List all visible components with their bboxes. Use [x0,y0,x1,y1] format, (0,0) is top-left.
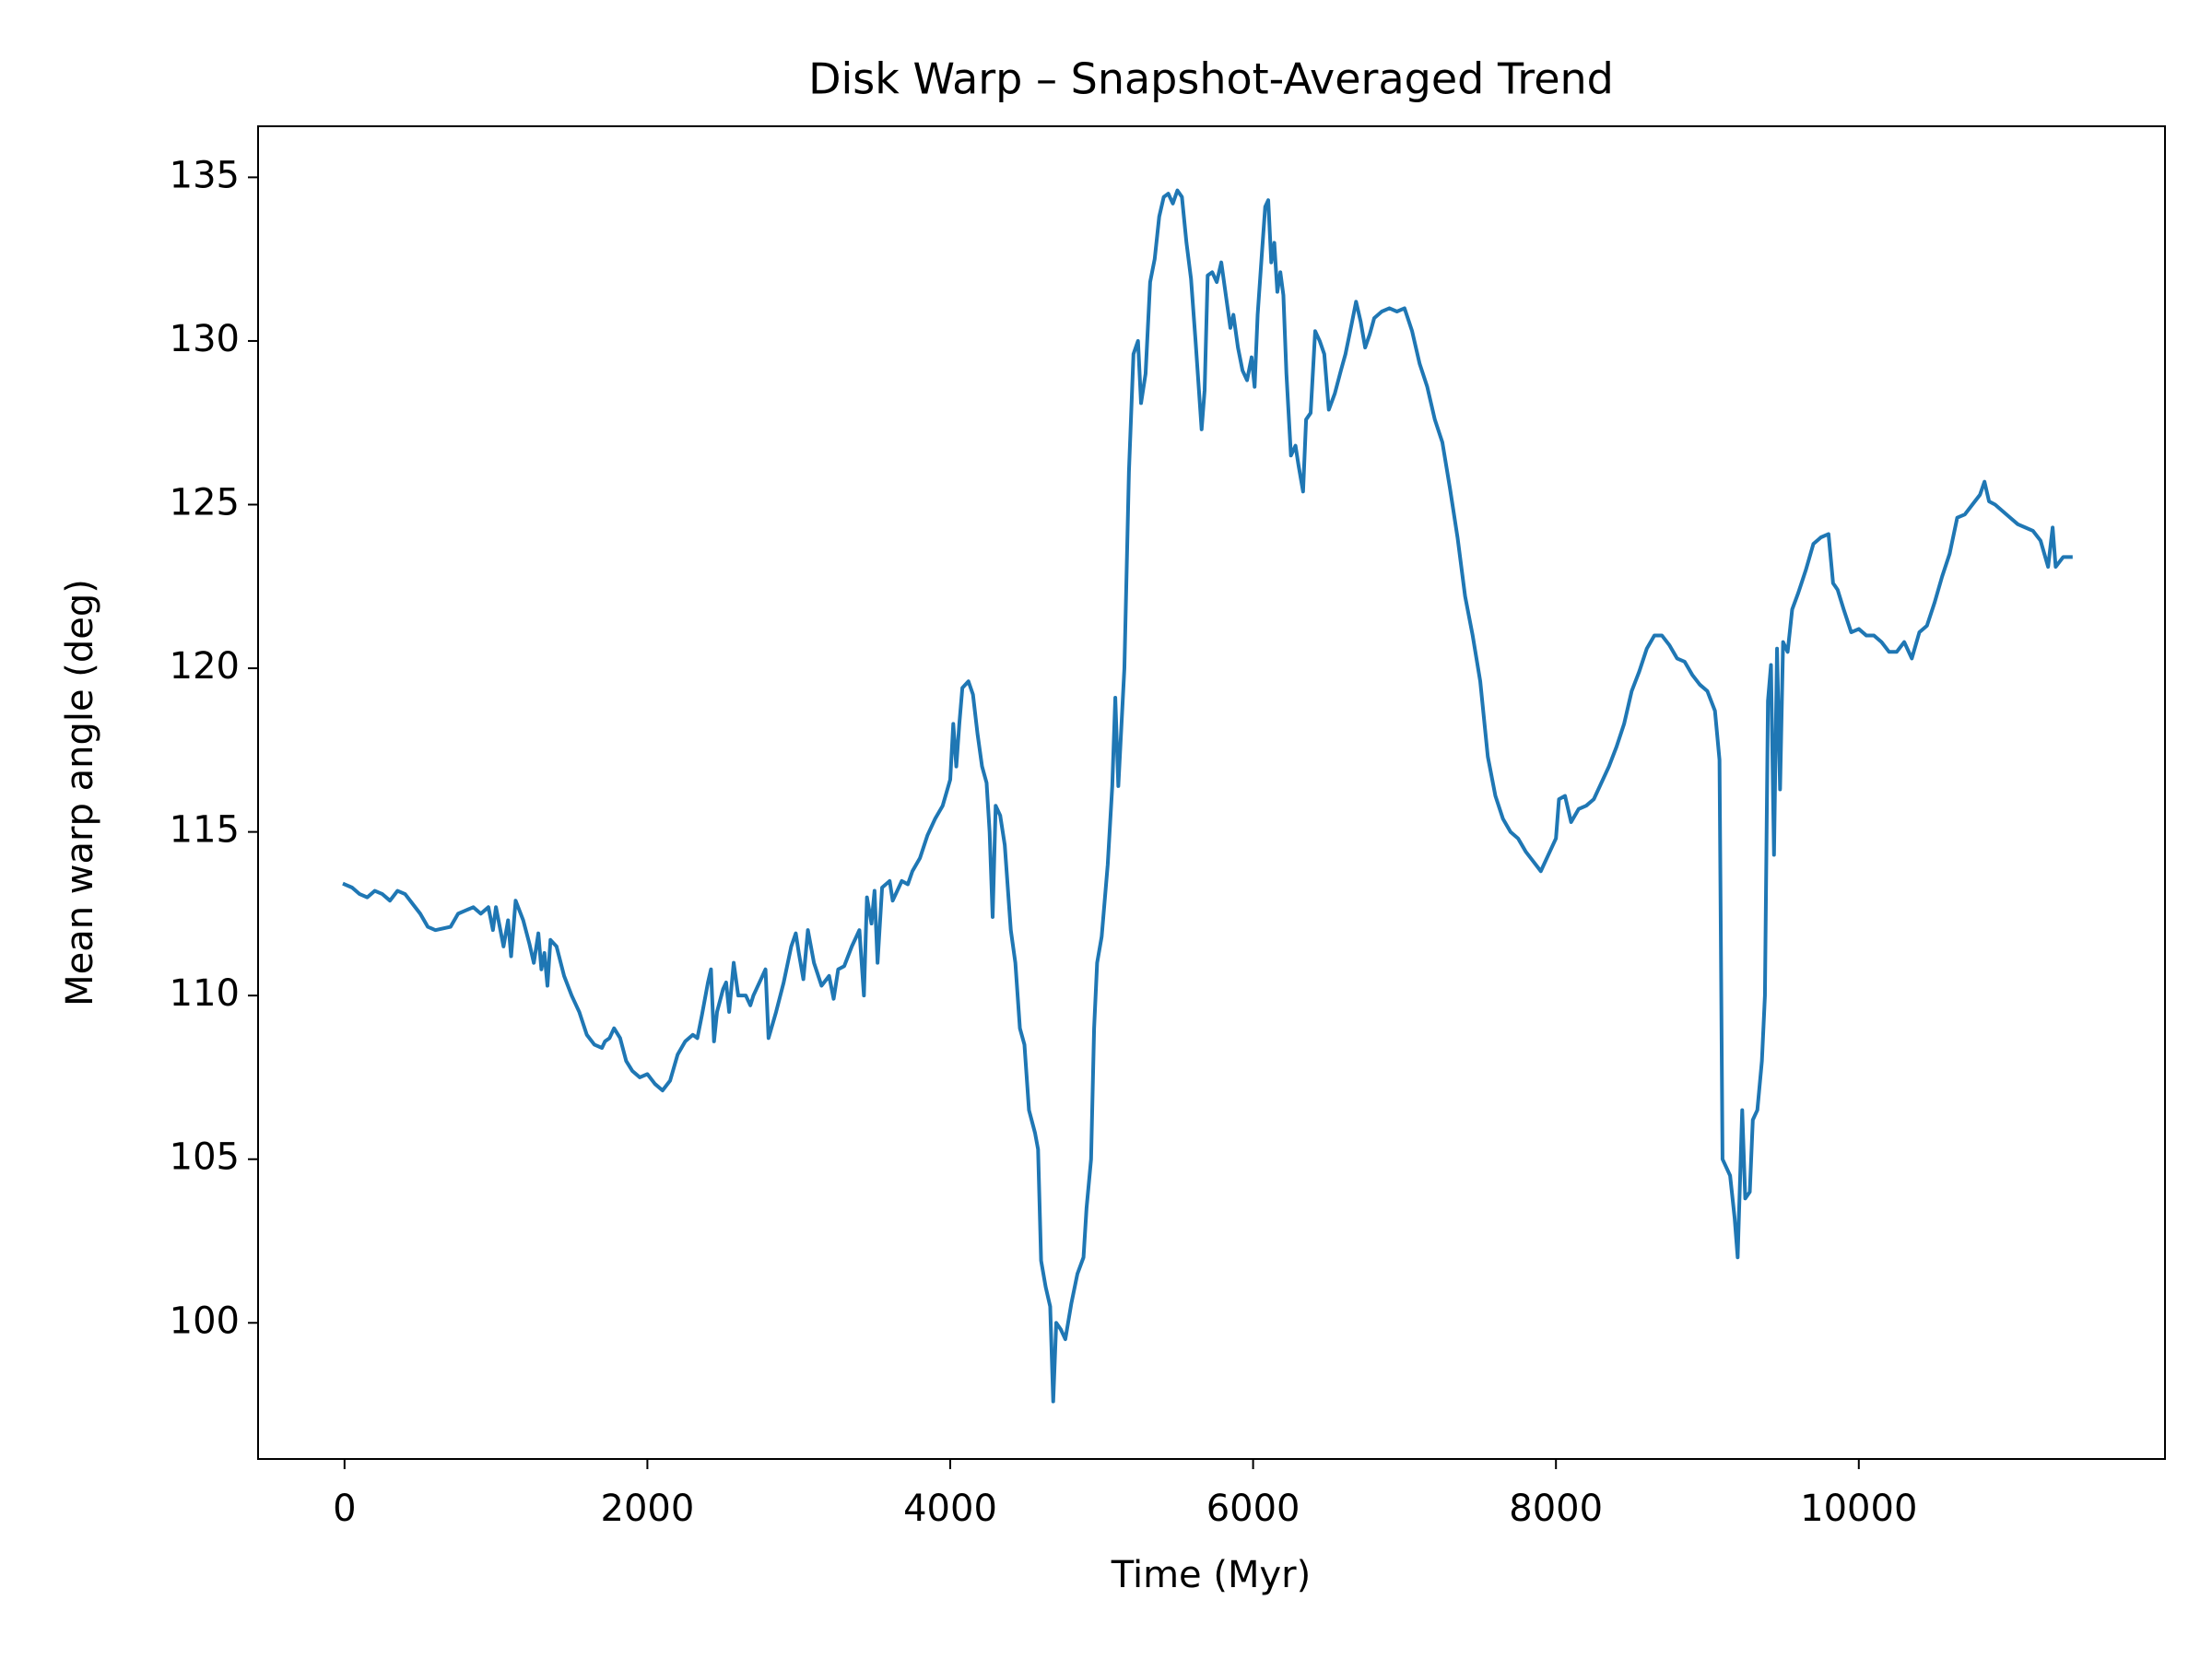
y-tick-label: 125 [170,482,240,524]
x-tick-label: 6000 [1206,1488,1300,1530]
x-tick-label: 4000 [903,1488,997,1530]
x-tick-label: 10000 [1800,1488,1917,1530]
y-tick-label: 100 [170,1300,240,1342]
y-tick-label: 115 [170,809,240,852]
y-tick-label: 105 [170,1136,240,1179]
x-tick-label: 2000 [601,1488,695,1530]
chart-title: Disk Warp – Snapshot-Averaged Trend [808,54,1614,104]
x-tick-label: 8000 [1509,1488,1603,1530]
y-tick-label: 110 [170,972,240,1015]
y-tick-label: 135 [170,154,240,196]
y-tick-label: 130 [170,318,240,360]
y-axis-label: Mean warp angle (deg) [59,579,101,1006]
x-tick-label: 0 [333,1488,356,1530]
x-axis-label: Time (Myr) [1111,1554,1311,1596]
plot-frame [257,125,2166,1460]
y-tick-label: 120 [170,645,240,688]
data-line [342,188,2073,1404]
